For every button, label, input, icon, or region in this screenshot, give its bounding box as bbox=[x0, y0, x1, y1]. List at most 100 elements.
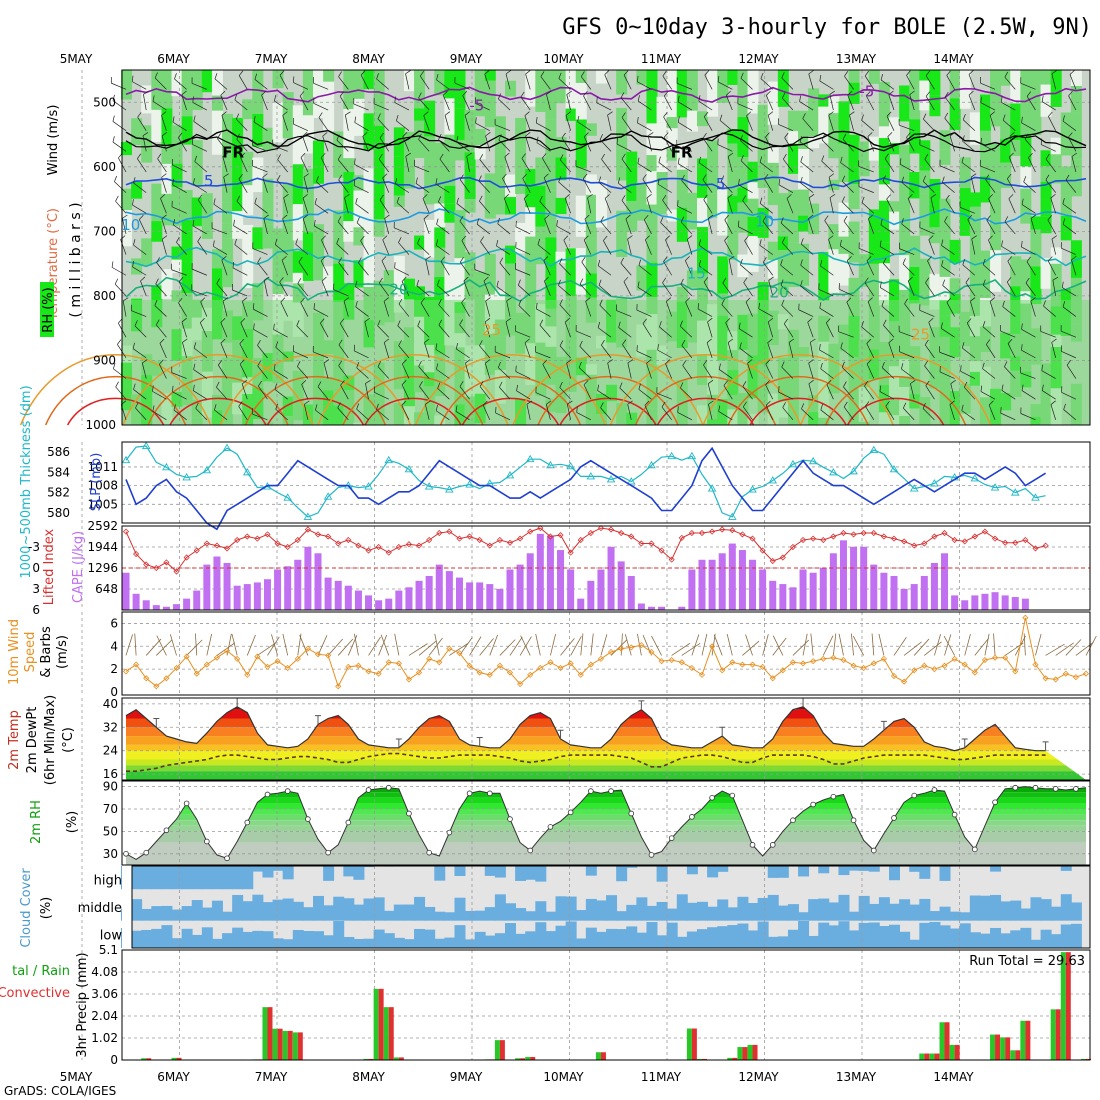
wind-barb-flag bbox=[657, 344, 659, 351]
wind-barb-flag bbox=[904, 298, 908, 305]
wind-barb-flag bbox=[989, 111, 996, 116]
thickness-marker bbox=[525, 454, 535, 463]
wind-barb bbox=[559, 387, 571, 400]
thickness-marker bbox=[424, 482, 434, 490]
precip-bar bbox=[363, 1058, 369, 1060]
wind-barb-flag bbox=[708, 214, 714, 219]
wind-barb-flag bbox=[765, 132, 770, 138]
wind-barb bbox=[901, 223, 915, 235]
wind-barb bbox=[800, 264, 814, 276]
wind-barb bbox=[401, 281, 410, 297]
isotherm-dome bbox=[364, 397, 462, 426]
wind-barb bbox=[906, 75, 915, 90]
wind-barb-flag bbox=[142, 132, 149, 136]
wind-barb bbox=[880, 79, 895, 90]
wind-barb bbox=[808, 218, 814, 235]
cloud-bar-middle bbox=[899, 899, 911, 921]
wind-barb bbox=[556, 225, 571, 235]
rh-cell bbox=[393, 195, 405, 207]
wind-barb-flag bbox=[829, 194, 836, 198]
wind10m-barb bbox=[509, 636, 523, 656]
wind-speed-marker bbox=[769, 675, 776, 682]
rh-cell bbox=[787, 131, 799, 144]
thickness-tick-label: 580 bbox=[47, 506, 70, 520]
wind-barb bbox=[597, 327, 612, 338]
wind10m-barb bbox=[499, 639, 516, 656]
wind-barb-flag bbox=[464, 111, 471, 116]
wind-speed-marker bbox=[234, 655, 241, 662]
wind10m-barb bbox=[418, 640, 437, 656]
wind-barb bbox=[1051, 342, 1057, 358]
wind-barb bbox=[418, 366, 430, 379]
wind-barb-flag bbox=[887, 132, 893, 137]
wind-barb-flag bbox=[338, 71, 342, 77]
wind-barb-flag bbox=[281, 256, 287, 261]
cloud-bar-low bbox=[787, 929, 799, 948]
rh-cell bbox=[929, 191, 941, 228]
wind-barb bbox=[132, 204, 147, 214]
wind-barb bbox=[137, 158, 147, 173]
li-marker bbox=[698, 529, 706, 537]
wind-barb bbox=[663, 261, 672, 276]
rh-marker bbox=[891, 815, 897, 821]
li-marker bbox=[658, 547, 665, 554]
cloud-bar-low bbox=[323, 935, 335, 948]
rh-cell bbox=[787, 212, 799, 243]
isotherm-dome bbox=[66, 397, 165, 426]
wind-barb-flag bbox=[1045, 174, 1050, 181]
cloud-bar-middle bbox=[1000, 901, 1012, 921]
rh-cell bbox=[161, 108, 173, 145]
wind-barb bbox=[819, 349, 834, 359]
rh-cell bbox=[697, 158, 708, 198]
thickness-marker bbox=[323, 492, 333, 500]
wind-barb-flag bbox=[301, 380, 307, 385]
thickness-marker bbox=[889, 464, 899, 473]
wind10m-barb bbox=[380, 634, 390, 656]
wind-barb bbox=[365, 383, 369, 400]
cloud-bar-middle bbox=[818, 898, 830, 921]
temp-minmax-whisker bbox=[1042, 741, 1049, 751]
wind-barb bbox=[425, 404, 430, 420]
wind-barb-flag bbox=[759, 197, 763, 204]
cape-bar bbox=[557, 550, 565, 610]
rh-cell bbox=[353, 98, 365, 136]
slp-tick-label: 1005 bbox=[87, 497, 118, 511]
wind-barb-flag bbox=[378, 153, 383, 160]
wind-barb bbox=[233, 225, 248, 235]
thickness-marker bbox=[768, 476, 778, 484]
temp-band bbox=[126, 765, 1086, 772]
wind-barb bbox=[840, 162, 854, 173]
wind-speed-marker bbox=[607, 648, 615, 656]
rh-cell bbox=[585, 123, 597, 136]
wind-barb bbox=[112, 141, 127, 152]
wind-barb-flag bbox=[584, 214, 590, 220]
rh-cell bbox=[171, 125, 183, 136]
wind10m-barb bbox=[934, 634, 941, 656]
rh-cell bbox=[171, 259, 183, 273]
wind-barb bbox=[727, 197, 733, 214]
wind-barb-flag bbox=[945, 194, 950, 201]
wind-barb-flag bbox=[239, 359, 245, 365]
wind10m-barb bbox=[713, 634, 723, 656]
wind-barb-flag bbox=[744, 235, 749, 241]
temp-band bbox=[126, 727, 1086, 737]
wind-barb-flag bbox=[263, 214, 269, 219]
wind-barb bbox=[982, 284, 996, 297]
wind-barb-flag bbox=[1071, 152, 1078, 157]
wind-barb bbox=[1042, 390, 1056, 400]
wind-barb bbox=[737, 103, 753, 111]
li-marker bbox=[880, 533, 887, 540]
wind-barb bbox=[321, 239, 329, 255]
wind-barb bbox=[903, 407, 915, 421]
cloud-bar-middle bbox=[242, 901, 254, 921]
wind-barb-flag bbox=[463, 276, 469, 282]
wind-barb bbox=[515, 268, 531, 276]
wind-barb bbox=[134, 325, 147, 338]
cape-bar bbox=[779, 584, 787, 610]
wind-barb bbox=[216, 387, 228, 400]
wind-barb-flag bbox=[961, 404, 964, 411]
wind-barb bbox=[986, 220, 996, 235]
wind-barb-flag bbox=[768, 276, 774, 281]
wind-barb-flag bbox=[767, 317, 774, 323]
cloud-bar-low bbox=[979, 933, 991, 948]
